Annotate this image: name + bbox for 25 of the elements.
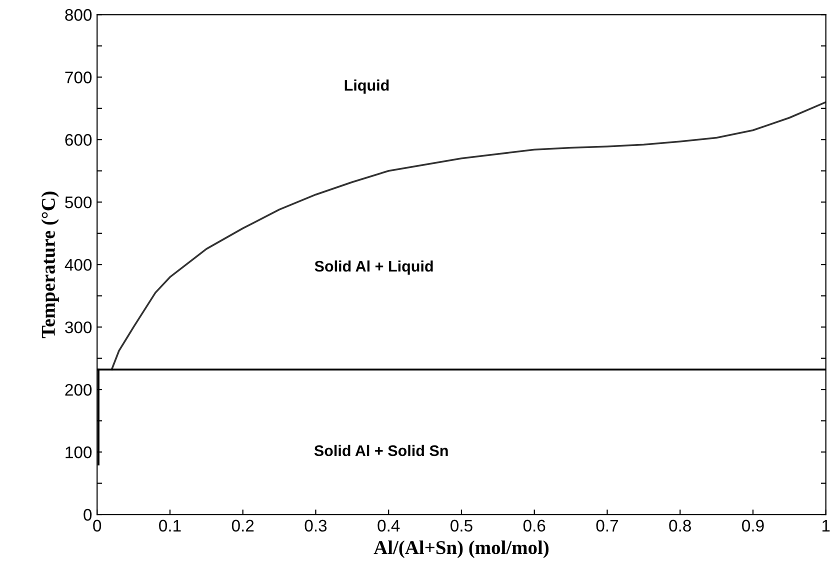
y-tick-label: 0	[84, 508, 92, 521]
y-tick-label: 800	[65, 9, 92, 21]
x-tick-label: 0.6	[523, 520, 546, 532]
x-tick-label: 0.7	[596, 520, 618, 532]
x-tick-label: 0	[93, 520, 102, 532]
annotation: Solid Al + Liquid	[314, 260, 433, 275]
x-tick-label: 0.1	[159, 520, 181, 532]
y-tick-label: 400	[64, 258, 92, 271]
y-tick-label: 700	[65, 72, 92, 84]
y-axis-title: Temperature (°C)	[41, 192, 59, 338]
x-tick-label: 0.9	[742, 520, 764, 532]
y-tick-label: 200	[65, 384, 92, 396]
x-tick-label: 0.3	[304, 520, 327, 532]
y-tick-label: 300	[65, 321, 92, 334]
y-tick-label: 500	[65, 196, 92, 208]
annotation: Liquid	[344, 80, 389, 94]
x-tick-label: 0.4	[378, 520, 400, 532]
y-tick-label: 600	[65, 134, 92, 146]
x-tick-label: 1	[822, 520, 830, 532]
x-axis-title: Al/(Al+Sn) (mol/mol)	[374, 540, 549, 558]
x-tick-label: 0.5	[450, 520, 472, 532]
x-tick-label: 0.8	[669, 520, 691, 532]
annotation: Solid Al + Solid Sn	[314, 444, 448, 456]
y-tick-label: 100	[66, 446, 92, 458]
x-tick-label: 0.2	[232, 520, 254, 532]
